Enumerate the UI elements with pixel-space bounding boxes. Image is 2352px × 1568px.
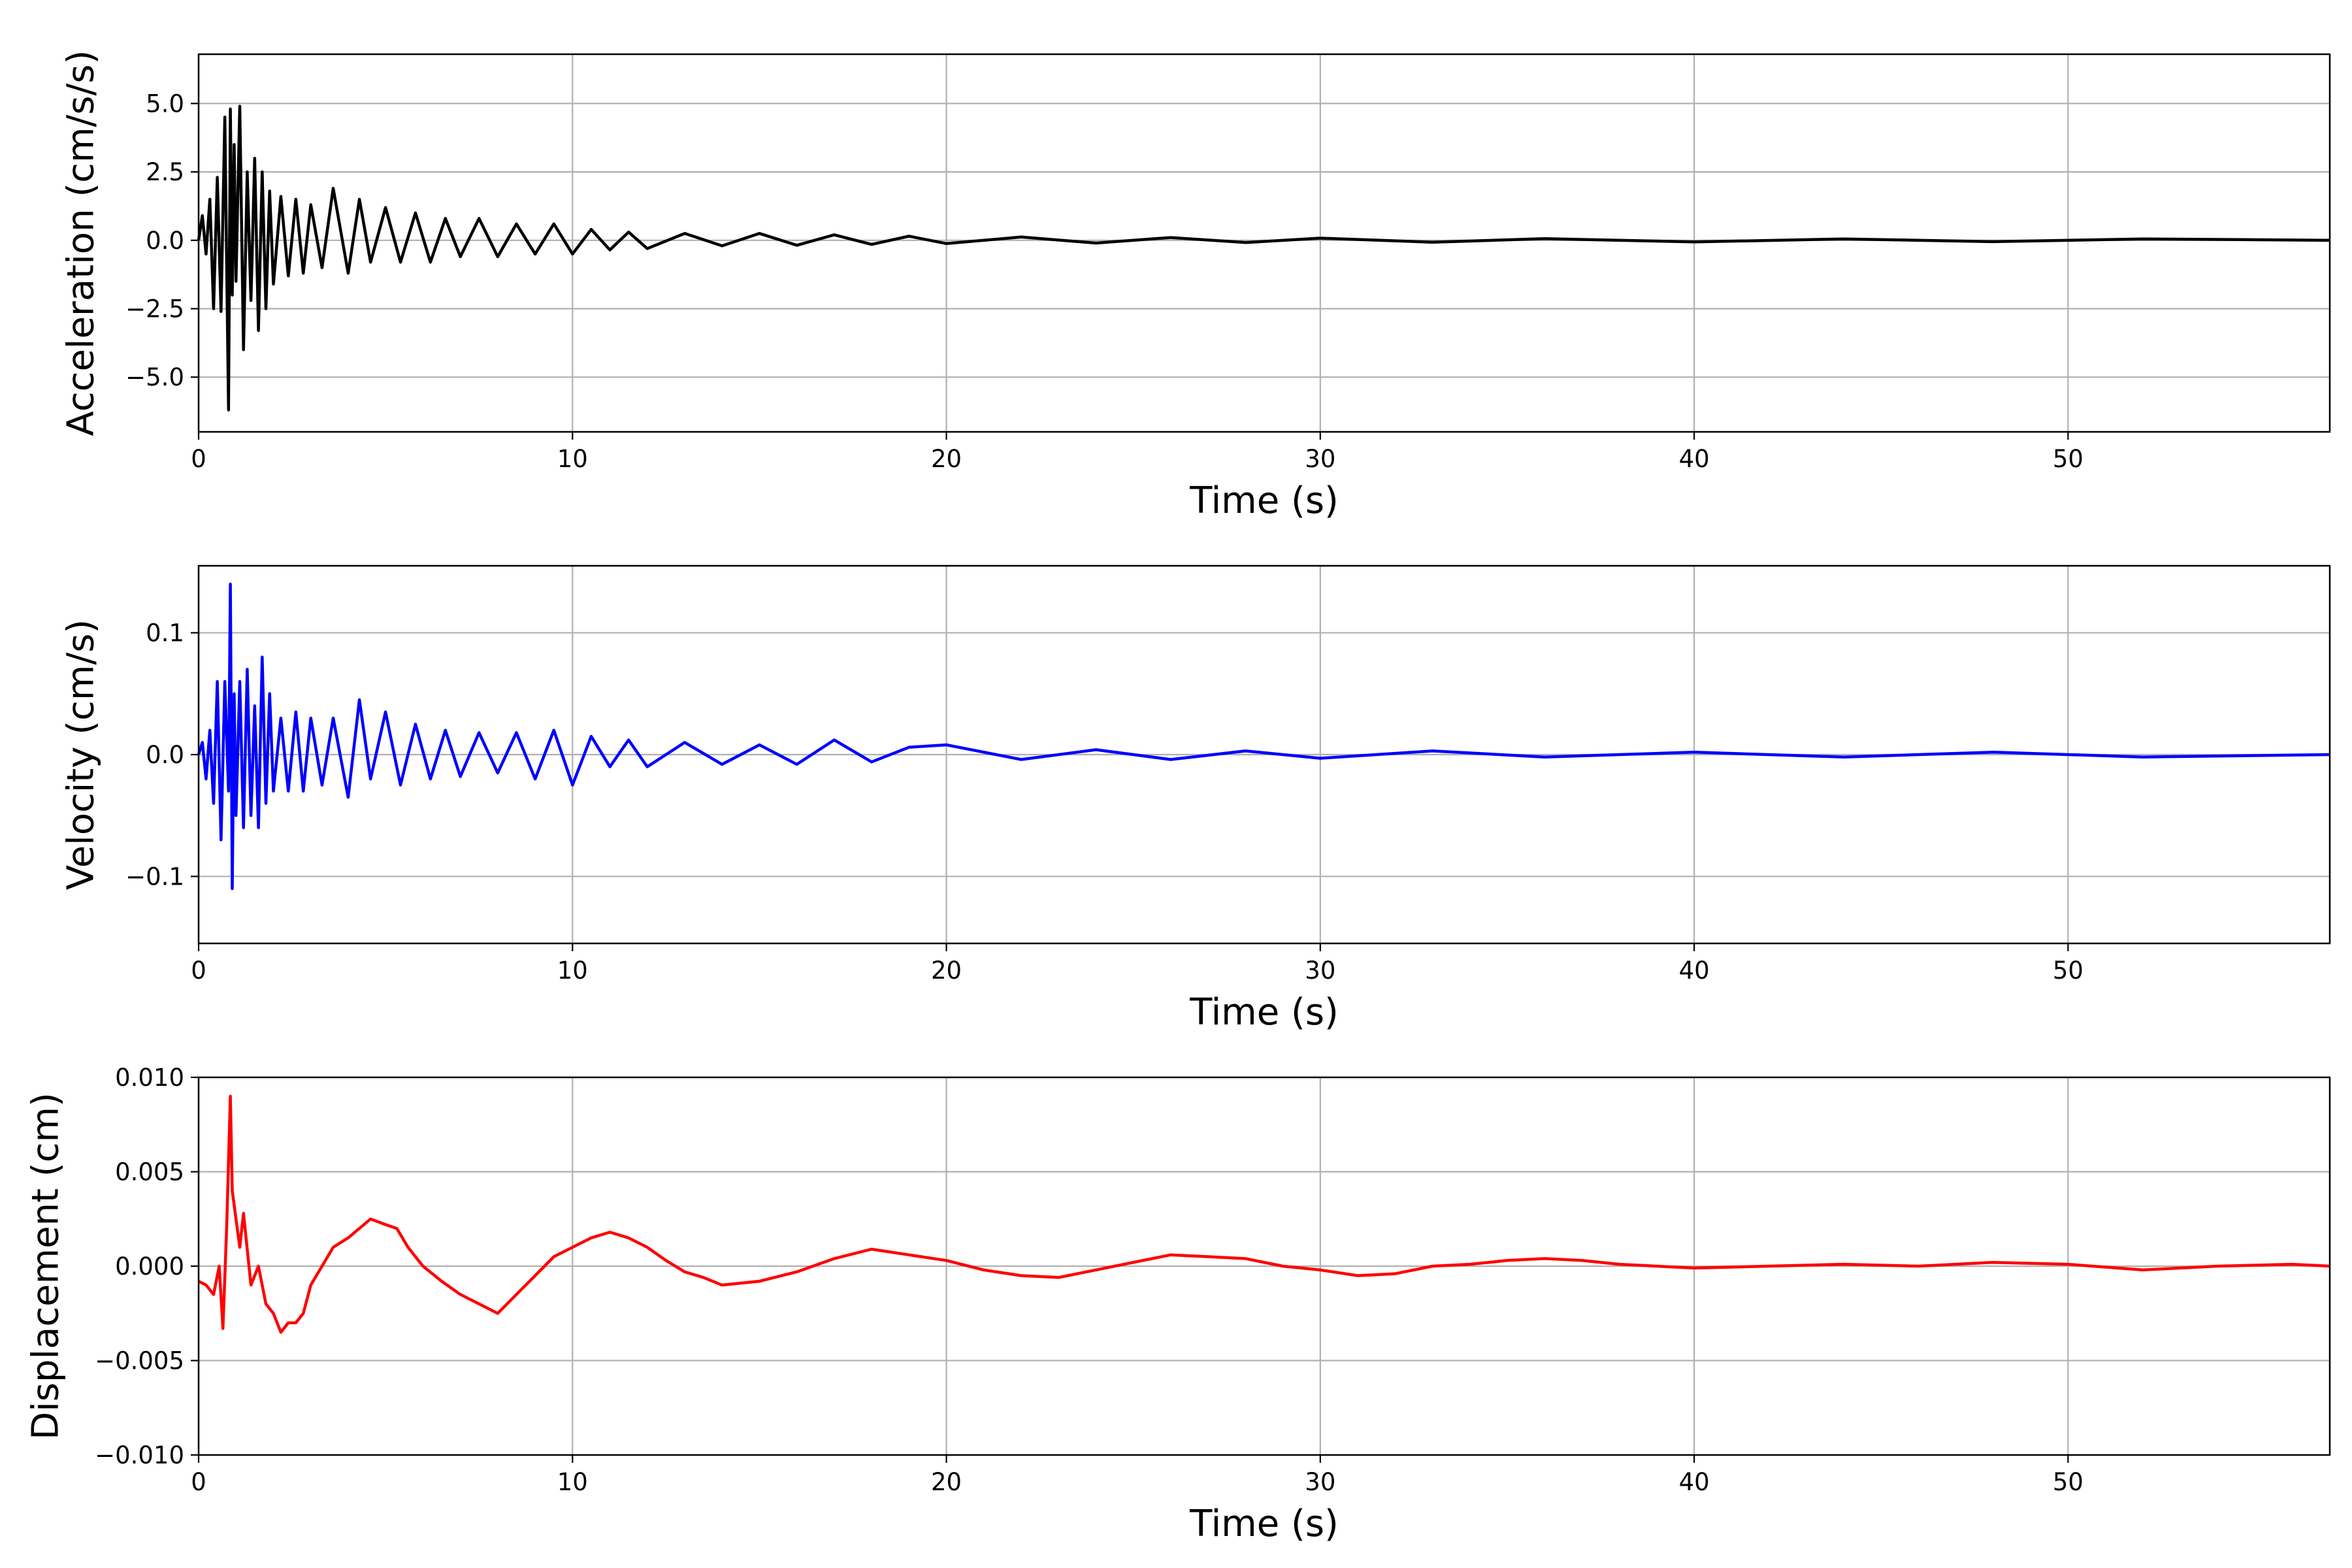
acceleration-y-tick-label: −2.5: [125, 295, 184, 323]
velocity-x-axis-label: Time (s): [1189, 991, 1339, 1034]
acceleration-x-tick-label: 0: [191, 445, 206, 473]
displacement-y-tick-label: 0.010: [115, 1064, 184, 1092]
acceleration-y-tick-label: 0.0: [146, 227, 184, 255]
velocity-y-tick-label: 0.1: [146, 619, 184, 647]
velocity-x-tick-label: 0: [191, 956, 206, 985]
displacement-x-tick-label: 30: [1305, 1468, 1335, 1496]
velocity-y-axis-label: Velocity (cm/s): [60, 619, 103, 890]
acceleration-y-axis-label: Acceleration (cm/s/s): [60, 50, 103, 436]
velocity-x-tick-label: 10: [557, 956, 588, 985]
displacement-y-tick-label: −0.010: [95, 1441, 184, 1469]
displacement-y-axis-label: Displacement (cm): [25, 1092, 67, 1440]
displacement-panel: 0 10 20 30 40 50 −0.010 −0.005 0.000 0.005 0.010 T…: [25, 1064, 2331, 1545]
velocity-x-tick-label: 20: [931, 956, 962, 985]
displacement-series-line: [197, 1094, 2330, 1334]
displacement-grid: [199, 1077, 2330, 1455]
displacement-x-tick-label: 0: [191, 1468, 206, 1496]
velocity-x-tick-label: 50: [2053, 956, 2083, 985]
acceleration-trace: [197, 105, 2330, 412]
displacement-ticks: 0 10 20 30 40 50 −0.010 −0.005 0.000 0.005 0.010: [95, 1064, 2083, 1496]
velocity-grid: [199, 566, 2330, 943]
velocity-y-tick-label: −0.1: [125, 862, 184, 890]
displacement-y-tick-label: −0.005: [95, 1347, 184, 1375]
displacement-x-tick-label: 10: [557, 1468, 588, 1496]
acceleration-series-line: [197, 105, 2330, 412]
velocity-panel: 0 10 20 30 40 50 −0.1 0.0 0.1 Time (s) Velocity …: [60, 564, 2331, 1034]
displacement-x-tick-label: 20: [931, 1468, 962, 1496]
displacement-y-tick-label: 0.000: [115, 1252, 184, 1281]
displacement-x-axis-label: Time (s): [1189, 1503, 1339, 1545]
acceleration-panel: 0 10 20 30 40 50 −5.0 −2.5 0.0 2.5 5.0 Time (s) Ac…: [60, 50, 2331, 522]
acceleration-x-tick-label: 30: [1305, 445, 1335, 473]
displacement-y-tick-label: 0.005: [115, 1158, 184, 1186]
acceleration-frame: [197, 53, 2331, 433]
velocity-ticks: 0 10 20 30 40 50 −0.1 0.0 0.1: [125, 619, 2083, 985]
velocity-x-tick-label: 30: [1305, 956, 1335, 985]
velocity-series-line: [197, 582, 2330, 890]
acceleration-x-tick-label: 10: [557, 445, 588, 473]
displacement-x-tick-label: 50: [2053, 1468, 2083, 1496]
velocity-trace: [197, 582, 2330, 890]
displacement-frame: [197, 1076, 2331, 1456]
acceleration-y-tick-label: 2.5: [146, 158, 184, 186]
displacement-x-tick-label: 40: [1679, 1468, 1710, 1496]
velocity-x-tick-label: 40: [1679, 956, 1710, 985]
acceleration-y-tick-label: 5.0: [146, 90, 184, 118]
acceleration-x-tick-label: 40: [1679, 445, 1710, 473]
acceleration-x-tick-label: 20: [931, 445, 962, 473]
velocity-y-tick-label: 0.0: [146, 741, 184, 769]
acceleration-grid: [199, 54, 2330, 432]
acceleration-ticks: 0 10 20 30 40 50 −5.0 −2.5 0.0 2.5 5.0: [125, 90, 2083, 473]
acceleration-y-tick-label: −5.0: [125, 363, 184, 391]
velocity-frame: [197, 564, 2331, 945]
displacement-trace: [197, 1094, 2330, 1334]
acceleration-x-tick-label: 50: [2053, 445, 2083, 473]
acceleration-x-axis-label: Time (s): [1189, 480, 1339, 522]
